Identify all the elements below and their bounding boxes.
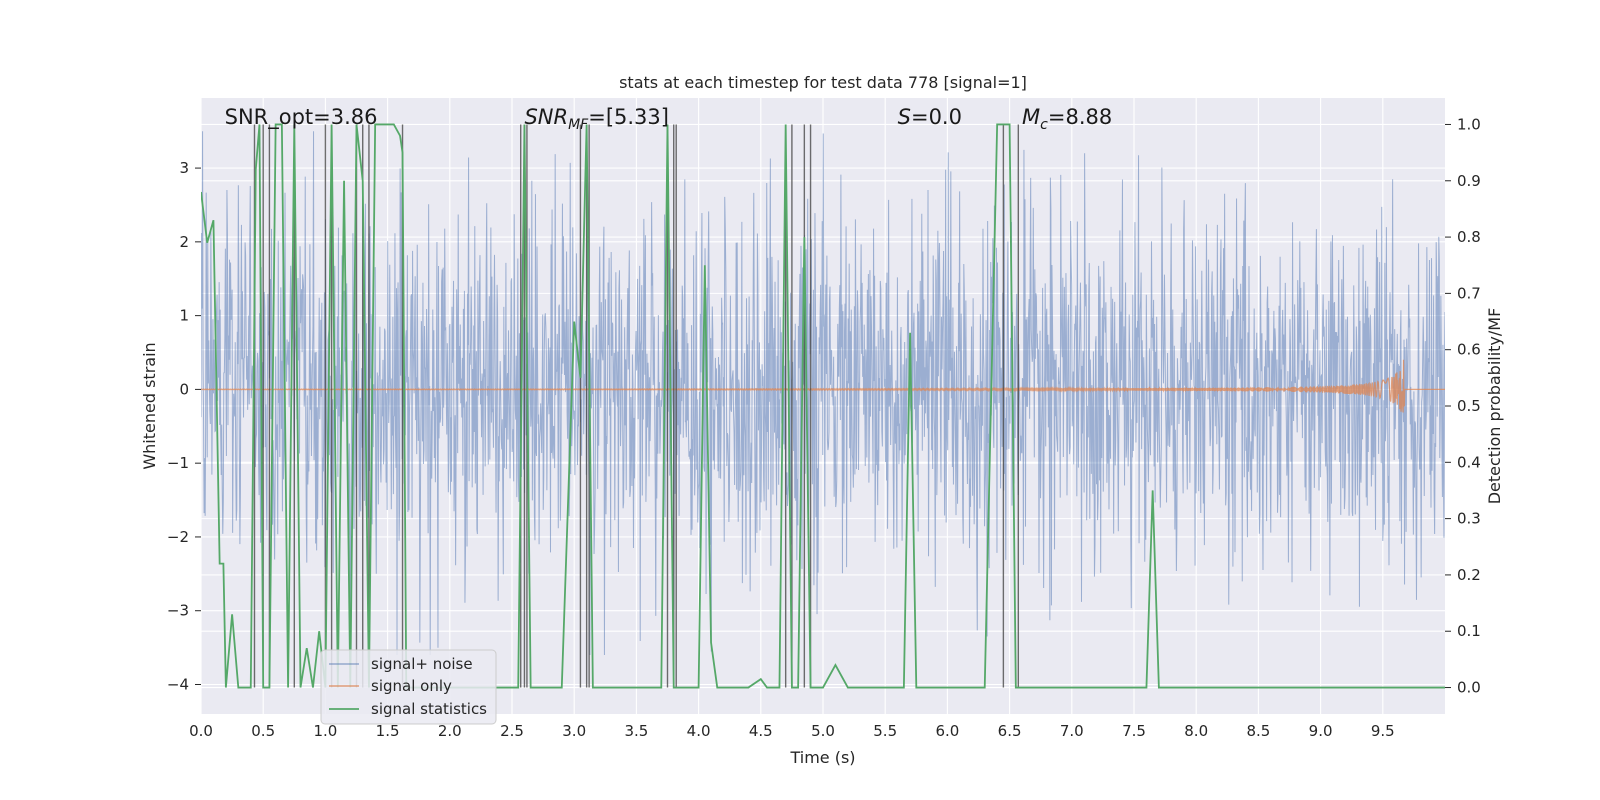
x-tick-label: 7.5 bbox=[1122, 722, 1146, 740]
y-left-tick-label: 0 bbox=[179, 380, 189, 398]
x-tick-label: 0.5 bbox=[251, 722, 275, 740]
stats-series-line bbox=[201, 123, 1445, 689]
legend-label-noise: signal+ noise bbox=[371, 655, 473, 673]
y-right-tick-label: 0.7 bbox=[1457, 284, 1481, 302]
y-right-tick-label: 0.3 bbox=[1457, 510, 1481, 528]
x-tick-label: 0.0 bbox=[189, 722, 213, 740]
y-left-tick-label: −3 bbox=[167, 602, 189, 620]
signal-series-line bbox=[201, 359, 1445, 413]
y-right-tick-label: 0.2 bbox=[1457, 566, 1481, 584]
x-tick-label: 1.5 bbox=[376, 722, 400, 740]
x-tick-label: 2.5 bbox=[500, 722, 524, 740]
x-tick-label: 1.0 bbox=[313, 722, 337, 740]
left-y-axis-ticks: −4 −3 −2 −1 0 1 2 3 bbox=[167, 159, 201, 693]
y-left-tick-label: −4 bbox=[167, 675, 189, 693]
x-tick-label: 5.5 bbox=[873, 722, 897, 740]
y-right-tick-label: 1.0 bbox=[1457, 115, 1481, 133]
noise-series-line bbox=[201, 131, 1445, 655]
y-right-tick-label: 0.5 bbox=[1457, 397, 1481, 415]
y-left-tick-label: 3 bbox=[179, 159, 189, 177]
x-tick-label: 5.0 bbox=[811, 722, 835, 740]
x-tick-label: 4.5 bbox=[749, 722, 773, 740]
y-right-tick-label: 0.9 bbox=[1457, 172, 1481, 190]
y-left-tick-label: 1 bbox=[179, 307, 189, 325]
x-tick-label: 9.0 bbox=[1309, 722, 1333, 740]
annotation-stat-s: S=0.0 bbox=[898, 105, 962, 129]
y-left-tick-label: 2 bbox=[179, 233, 189, 251]
x-tick-label: 9.5 bbox=[1371, 722, 1395, 740]
x-axis-label: Time (s) bbox=[789, 748, 855, 767]
x-tick-label: 6.0 bbox=[935, 722, 959, 740]
annotation-snr-mf: SNRMF=[5.33] bbox=[524, 105, 669, 133]
x-tick-label: 6.5 bbox=[998, 722, 1022, 740]
y-right-tick-label: 0.6 bbox=[1457, 341, 1481, 359]
left-y-axis-label: Whitened strain bbox=[140, 342, 159, 469]
legend-box bbox=[320, 649, 497, 725]
x-tick-label: 8.0 bbox=[1184, 722, 1208, 740]
x-tick-label: 3.0 bbox=[562, 722, 586, 740]
y-left-tick-label: −1 bbox=[167, 454, 189, 472]
data-layer bbox=[201, 123, 1445, 689]
legend: signal+ noise signal only signal statist… bbox=[320, 649, 497, 725]
annotations: SNR_opt=3.86 SNRMF=[5.33] S=0.0 Mc=8.88 bbox=[225, 105, 1113, 133]
x-tick-label: 2.0 bbox=[438, 722, 462, 740]
annotation-chirp-mass: Mc=8.88 bbox=[1022, 105, 1112, 133]
x-tick-label: 3.5 bbox=[624, 722, 648, 740]
right-y-axis-label: Detection probability/MF bbox=[1485, 308, 1504, 505]
chart-title: stats at each timestep for test data 778… bbox=[619, 73, 1027, 92]
x-tick-label: 8.5 bbox=[1246, 722, 1270, 740]
y-right-tick-label: 0.8 bbox=[1457, 228, 1481, 246]
annotation-snr-opt: SNR_opt=3.86 bbox=[225, 105, 378, 130]
right-y-axis-ticks: 0.0 0.1 0.2 0.3 0.4 0.5 0.6 0.7 0.8 0.9 1.0 bbox=[1445, 115, 1481, 697]
x-axis-ticks: 0.0 0.5 1.0 1.5 2.0 2.5 3.0 3.5 4.0 4.5 5.0 5.5 6.0 6… bbox=[189, 722, 1395, 740]
legend-label-signal: signal only bbox=[371, 677, 452, 695]
y-right-tick-label: 0.4 bbox=[1457, 453, 1481, 471]
x-tick-label: 7.0 bbox=[1060, 722, 1084, 740]
y-left-tick-label: −2 bbox=[167, 528, 189, 546]
x-tick-label: 4.0 bbox=[687, 722, 711, 740]
legend-label-stats: signal statistics bbox=[371, 700, 487, 718]
y-right-tick-label: 0.1 bbox=[1457, 622, 1481, 640]
y-right-tick-label: 0.0 bbox=[1457, 679, 1481, 697]
